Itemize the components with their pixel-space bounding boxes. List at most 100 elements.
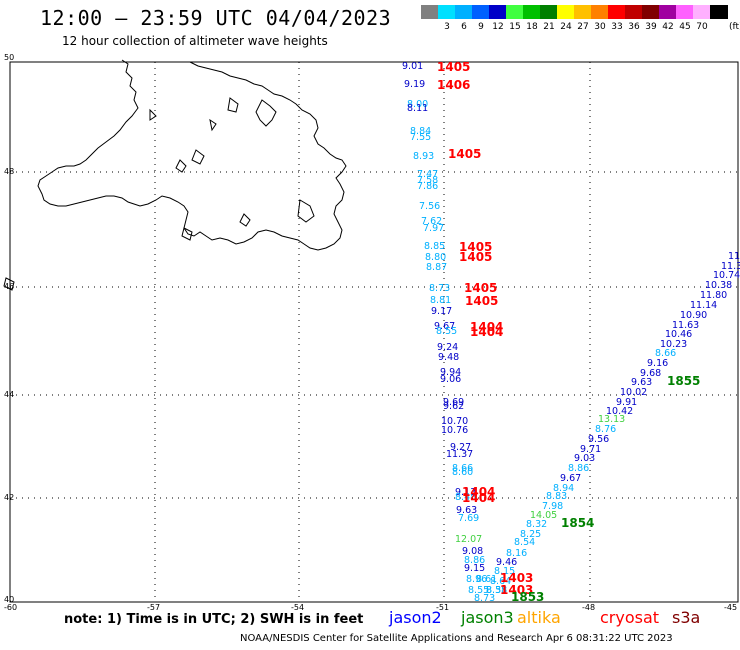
wave-height-value: 7.69 [458,513,480,524]
legend-swatch [557,5,575,19]
legend-label: 21 [543,22,555,32]
legend-swatch [676,5,694,19]
legend-swatch [472,5,490,19]
legend-swatch [642,5,660,19]
wave-height-value: 8.48 [455,492,477,503]
wave-height-value: 8.73 [429,283,451,294]
legend-swatch [455,5,473,19]
wave-height-value: 9.03 [574,453,596,464]
graticule [10,62,738,602]
track-time-label: 1404 [470,325,504,339]
legend-unit: (ft) [729,22,740,32]
legend-label: 15 [509,22,521,32]
wave-height-value: 8.81 [430,295,452,306]
track-time-label: 1405 [465,294,499,308]
track-time-label: 1405 [437,60,471,74]
satellite-label-jason3: jason3 [461,608,514,627]
wave-height-value: 8.73 [474,593,496,604]
wave-height-value: 14.05 [530,510,558,521]
satellite-label-cryosat: cryosat [600,608,660,627]
wave-height-value: 8.76 [595,424,617,435]
wave-height-value: 8.86 [568,463,590,474]
wave-height-value: 9.62 [443,401,465,412]
wave-height-value: 8.60 [452,467,474,478]
wave-height-value: 8.84 [410,126,432,137]
wave-height-value: 10.38 [705,280,733,291]
track-time-label: 1403 [500,583,534,597]
wave-height-value: 8.64 [490,576,512,587]
legend-label: 18 [526,22,538,32]
wave-height-value: 7.62 [421,216,443,227]
wave-height-value: 10.42 [606,406,634,417]
wave-height-value: 8.16 [506,548,528,559]
satellite-label-jason2: jason2 [389,608,442,627]
track-time-label: 1405 [448,147,482,161]
wave-height-value: 9.06 [440,374,462,385]
wave-height-value: 8.32 [526,519,548,530]
map-frame [9,61,739,603]
footer-note: note: 1) Time is in UTC; 2) SWH is in fe… [64,612,364,627]
wave-height-value: 13.13 [598,414,626,425]
wave-height-value: 7.58 [417,175,439,186]
wave-height-value: 11.3 [721,261,740,272]
wave-height-value: 11.80 [700,290,728,301]
wave-height-value: 10.23 [660,339,688,350]
legend-swatch [591,5,609,19]
lat-label-48: 48 [4,167,15,176]
wave-height-value: 8.80 [425,252,447,263]
lat-label-44: 44 [4,390,15,399]
legend-swatch [421,5,439,19]
wave-height-value: 8.25 [520,529,542,540]
wave-height-value: 9.19 [404,79,426,90]
wave-height-value: 9.71 [580,444,602,455]
legend-label: 6 [461,22,467,32]
wave-height-value: 8.11 [407,103,429,114]
track-time-label: 1404 [470,320,504,334]
legend-label: 30 [594,22,606,32]
legend-swatch [693,5,711,19]
legend-swatch [574,5,592,19]
track-time-label: 1404 [462,485,496,499]
legend-swatch [608,5,626,19]
lon-label-54: -54 [291,603,305,612]
wave-height-value: 9.15 [464,563,486,574]
wave-height-value: 8.38 [486,585,508,596]
wave-height-value: 8.55 [436,326,458,337]
wave-height-value: 9.24 [437,342,459,353]
wave-height-value: 8.00 [407,99,429,110]
lat-label-46: 46 [4,282,15,291]
legend-label: 33 [611,22,623,32]
track-time-label: 1855 [667,374,701,388]
wave-height-value: 9.67 [434,321,456,332]
wave-height-value: 9.48 [438,352,460,363]
wave-height-value: 12.07 [455,534,483,545]
lon-label-60: -60 [4,603,18,612]
wave-height-value: 9.16 [647,358,669,369]
legend-label: 70 [696,22,708,32]
wave-height-value: 10.76 [441,425,469,436]
wave-height-value: 9.68 [640,368,662,379]
lon-label-48: -48 [582,603,596,612]
lon-label-57: -57 [147,603,161,612]
wave-height-value: 9.94 [440,367,462,378]
wave-height-value: 11.14 [690,300,718,311]
legend-label: 45 [679,22,691,32]
wave-height-value: 8.85 [424,241,446,252]
wave-height-value: 8.55 [468,585,490,596]
satellite-label-s3a: s3a [672,608,701,627]
wave-height-value: 10.70 [441,416,469,427]
wave-height-value: 9.91 [616,397,638,408]
wave-height-value: 9.27 [450,442,472,453]
chart-title: 12:00 – 23:59 UTC 04/04/2023 [40,6,392,30]
wave-height-value: 7.98 [542,501,564,512]
wave-height-value: 11.37 [446,449,474,460]
legend-label: 12 [492,22,504,32]
wave-height-value: 9.17 [431,306,453,317]
wave-height-value: 9.13 [455,487,477,498]
wave-height-value: 9.01 [402,61,424,72]
wave-height-value: 9.46 [496,557,518,568]
wave-height-value: 9.08 [462,546,484,557]
wave-height-value: 10.90 [680,310,708,321]
wave-height-value: 8.93 [413,151,435,162]
wave-height-value: 8.54 [514,537,536,548]
